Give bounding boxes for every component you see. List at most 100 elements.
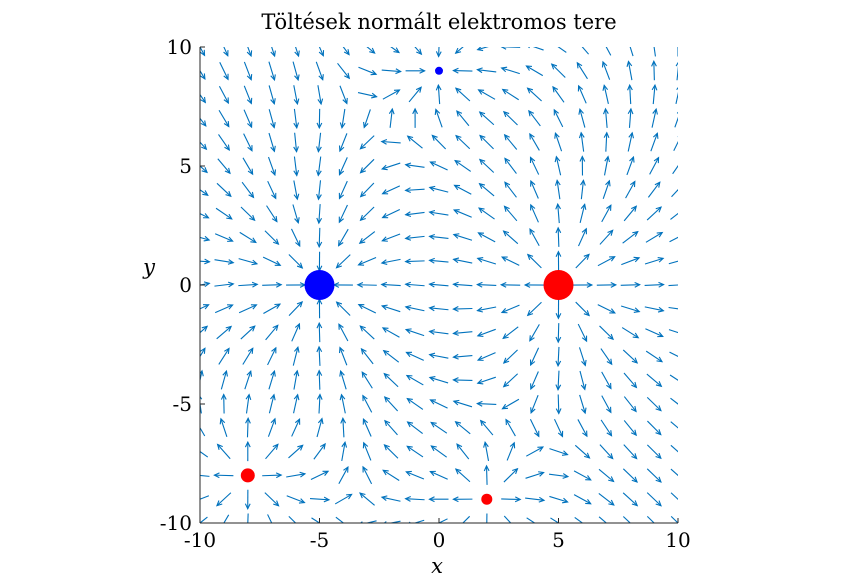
field-arrow xyxy=(598,516,608,523)
field-arrow xyxy=(500,47,521,50)
field-arrow xyxy=(596,282,618,288)
field-arrow xyxy=(605,47,612,56)
field-arrow xyxy=(380,138,401,145)
field-arrow xyxy=(359,182,375,198)
field-arrow xyxy=(405,470,425,480)
field-arrow xyxy=(215,207,233,220)
field-arrow xyxy=(476,281,497,288)
field-arrow xyxy=(476,306,497,313)
field-arrow xyxy=(245,393,252,414)
field-arrow xyxy=(502,230,519,245)
field-arrow xyxy=(523,282,545,288)
field-arrow xyxy=(408,519,425,523)
field-arrow xyxy=(557,47,567,53)
field-arrow xyxy=(627,131,635,152)
field-arrow xyxy=(529,156,540,175)
field-arrow xyxy=(483,464,490,485)
field-arrow xyxy=(530,394,539,415)
field-arrow xyxy=(332,282,353,288)
field-arrow xyxy=(530,203,539,223)
field-arrow xyxy=(645,350,664,363)
field-arrow xyxy=(456,443,470,460)
field-arrow xyxy=(268,393,276,414)
field-arrow xyxy=(486,513,488,523)
field-arrow xyxy=(580,179,586,200)
field-arrow xyxy=(644,306,665,313)
field-arrow xyxy=(338,157,348,176)
field-arrow xyxy=(601,371,612,390)
field-arrow xyxy=(651,83,658,105)
field-arrow xyxy=(644,257,665,265)
field-arrow xyxy=(359,492,375,506)
y-tick-label: 0 xyxy=(179,273,192,297)
field-arrow xyxy=(311,517,321,523)
field-arrow xyxy=(629,47,634,57)
field-arrow xyxy=(267,156,277,177)
field-arrow xyxy=(646,444,662,460)
field-arrow xyxy=(335,254,351,269)
field-arrow xyxy=(428,329,449,335)
field-arrow xyxy=(291,418,301,437)
field-arrow xyxy=(380,258,401,265)
field-arrow xyxy=(200,347,206,358)
field-arrow xyxy=(200,450,209,458)
field-arrow xyxy=(382,349,400,363)
field-arrow xyxy=(404,328,425,337)
field-arrow xyxy=(598,492,615,506)
field-arrow xyxy=(677,47,678,57)
field-arrow xyxy=(200,516,208,523)
field-arrow xyxy=(359,158,375,174)
field-arrow xyxy=(504,157,517,174)
field-arrow xyxy=(452,330,473,336)
field-arrow xyxy=(380,281,401,288)
field-arrow xyxy=(429,161,448,171)
field-arrow xyxy=(288,444,304,459)
field-arrow xyxy=(625,180,636,199)
field-arrow xyxy=(554,155,562,176)
negative-charge xyxy=(435,66,443,75)
field-arrow xyxy=(526,301,542,317)
field-arrow xyxy=(316,321,323,343)
field-arrow xyxy=(200,189,209,196)
field-arrow xyxy=(200,212,210,219)
field-arrow xyxy=(316,393,323,414)
field-arrow xyxy=(216,325,233,340)
field-arrow xyxy=(604,155,611,176)
field-arrow xyxy=(309,496,331,503)
field-arrow xyxy=(293,180,300,201)
field-arrow xyxy=(428,376,449,384)
field-arrow xyxy=(649,156,660,175)
field-arrow xyxy=(526,253,542,269)
field-arrow xyxy=(622,516,631,523)
field-arrow xyxy=(646,492,662,507)
field-arrow xyxy=(335,516,345,523)
field-arrow xyxy=(288,254,304,269)
field-arrow xyxy=(452,281,473,288)
field-arrow xyxy=(529,132,540,151)
field-arrow xyxy=(549,473,570,479)
field-arrow xyxy=(265,324,279,341)
field-arrow xyxy=(268,369,276,390)
field-arrow xyxy=(266,205,278,223)
field-arrow xyxy=(294,47,300,58)
field-arrow xyxy=(316,345,323,366)
field-arrow xyxy=(357,257,377,266)
field-arrow xyxy=(430,445,448,458)
field-arrow xyxy=(454,47,464,54)
field-arrow xyxy=(646,468,662,483)
field-arrow xyxy=(599,325,614,341)
field-arrow xyxy=(525,496,546,503)
field-arrow xyxy=(241,181,255,199)
y-axis-label: y xyxy=(142,255,156,279)
field-arrow xyxy=(620,305,641,313)
field-arrow xyxy=(242,347,254,365)
field-arrow xyxy=(668,260,678,265)
field-arrow xyxy=(483,441,490,462)
field-arrow xyxy=(429,470,448,480)
field-arrow xyxy=(317,85,324,106)
field-arrow xyxy=(286,471,307,478)
field-arrow xyxy=(526,87,542,102)
field-arrow xyxy=(454,87,471,102)
x-tick-label: 5 xyxy=(552,528,565,552)
field-arrow xyxy=(342,47,350,56)
